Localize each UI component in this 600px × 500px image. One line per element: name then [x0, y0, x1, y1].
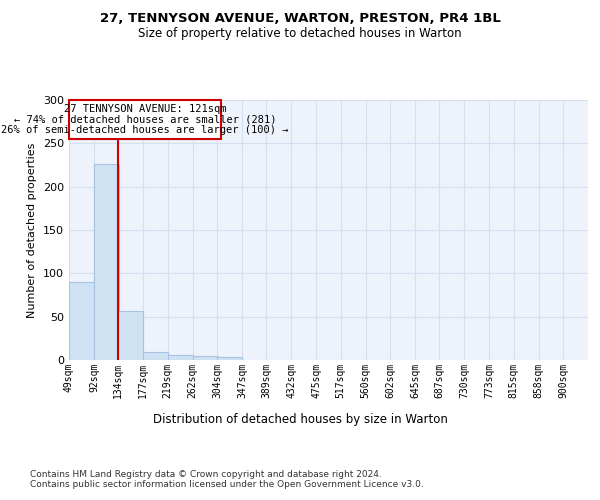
Text: ← 74% of detached houses are smaller (281): ← 74% of detached houses are smaller (28… [14, 114, 276, 124]
Bar [69, 282, 94, 360]
Bar [217, 358, 242, 360]
FancyBboxPatch shape [69, 100, 221, 139]
Text: 27 TENNYSON AVENUE: 121sqm: 27 TENNYSON AVENUE: 121sqm [64, 104, 226, 115]
Bar [193, 356, 218, 360]
Bar [143, 352, 168, 360]
Y-axis label: Number of detached properties: Number of detached properties [28, 142, 37, 318]
Text: Distribution of detached houses by size in Warton: Distribution of detached houses by size … [152, 412, 448, 426]
Bar [167, 355, 193, 360]
Text: Size of property relative to detached houses in Warton: Size of property relative to detached ho… [138, 28, 462, 40]
Text: 27, TENNYSON AVENUE, WARTON, PRESTON, PR4 1BL: 27, TENNYSON AVENUE, WARTON, PRESTON, PR… [100, 12, 500, 26]
Bar [118, 310, 143, 360]
Text: Contains HM Land Registry data © Crown copyright and database right 2024.: Contains HM Land Registry data © Crown c… [30, 470, 382, 479]
Bar [94, 164, 119, 360]
Text: 26% of semi-detached houses are larger (100) →: 26% of semi-detached houses are larger (… [1, 125, 289, 135]
Text: Contains public sector information licensed under the Open Government Licence v3: Contains public sector information licen… [30, 480, 424, 489]
